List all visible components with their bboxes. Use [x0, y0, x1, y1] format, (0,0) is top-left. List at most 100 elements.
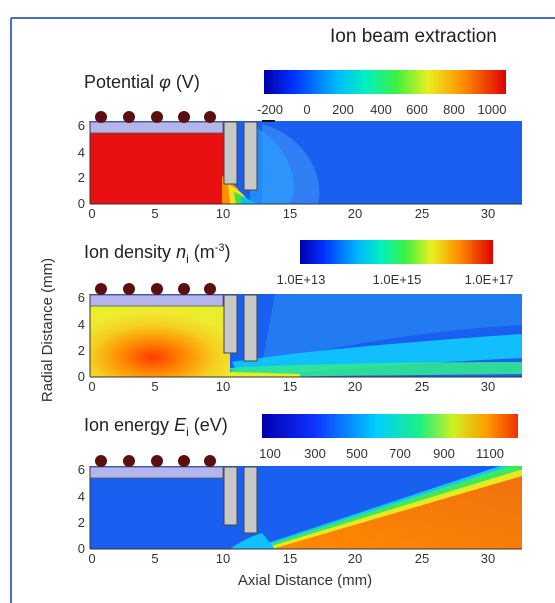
- ion-density-insulator: [89, 294, 224, 307]
- potential-electrode-2: [243, 121, 258, 191]
- x-tick: 25: [415, 551, 429, 566]
- ion-density-colorbar-ticks: 1.0E+13 1.0E+15 1.0E+17: [277, 272, 514, 287]
- colorbar-tick: 300: [304, 446, 326, 461]
- ion-energy-axes: [89, 466, 522, 550]
- x-tick: 15: [283, 551, 297, 566]
- magnet-dot: [95, 283, 107, 295]
- x-tick: 15: [283, 379, 297, 394]
- ion-density-label: Ion density ni (m-3): [84, 242, 231, 266]
- x-tick: 5: [151, 206, 158, 221]
- x-tick: 0: [88, 379, 95, 394]
- colorbar-tick: 800: [443, 102, 465, 117]
- x-tick: 10: [216, 379, 230, 394]
- ion-energy-fan-orange: [272, 476, 522, 549]
- x-tick: 15: [283, 206, 297, 221]
- x-tick: 0: [88, 206, 95, 221]
- x-tick: 30: [481, 379, 495, 394]
- x-tick: 20: [348, 206, 362, 221]
- x-tick: 30: [481, 551, 495, 566]
- figure-title: Ion beam extraction: [330, 26, 497, 47]
- ion-energy-magnets: [95, 455, 216, 467]
- potential-label: Potential φ (V): [84, 72, 200, 92]
- colorbar-tick: 1100: [476, 446, 504, 461]
- y-tick: 6: [78, 462, 85, 477]
- magnet-dot: [123, 111, 135, 123]
- colorbar-tick: 400: [370, 102, 392, 117]
- potential-magnets: [95, 111, 216, 123]
- x-tick: 10: [216, 206, 230, 221]
- ion-energy-label: Ion energy Ei (eV): [84, 415, 228, 439]
- magnet-dot: [204, 283, 216, 295]
- y-tick: 2: [78, 170, 85, 185]
- x-tick: 25: [415, 379, 429, 394]
- colorbar-tick: 1.0E+15: [373, 272, 422, 287]
- potential-axes: [89, 121, 522, 205]
- potential-colorbar: [264, 70, 506, 94]
- magnet-dot: [178, 283, 190, 295]
- potential-x-ticks: 0 5 10 15 20 25 30: [88, 206, 495, 221]
- potential-electrode-1: [223, 121, 238, 185]
- ion-energy-y-ticks: 0 2 4 6: [78, 462, 85, 556]
- magnet-dot: [178, 111, 190, 123]
- y-axis-label: Radial Distance (mm): [39, 258, 56, 402]
- colorbar-tick: 200: [332, 102, 354, 117]
- potential-plasma-region: [90, 131, 230, 204]
- magnet-dot: [204, 455, 216, 467]
- magnet-dot: [178, 455, 190, 467]
- x-tick: 5: [151, 551, 158, 566]
- x-tick: 0: [88, 551, 95, 566]
- magnet-dot: [123, 455, 135, 467]
- ion-density-axes: [89, 294, 522, 378]
- magnet-dot: [151, 455, 163, 467]
- colorbar-tick: 600: [406, 102, 428, 117]
- ion-energy-insulator: [89, 466, 224, 479]
- colorbar-tick: 500: [346, 446, 368, 461]
- magnet-dot: [123, 283, 135, 295]
- ion-energy-beam-core: [230, 533, 275, 549]
- y-tick: 6: [78, 118, 85, 133]
- ion-density-x-ticks: 0 5 10 15 20 25 30: [88, 379, 495, 394]
- potential-gradient-d: [240, 197, 258, 204]
- ion-density-electrode-1: [223, 294, 238, 354]
- x-tick: 20: [348, 551, 362, 566]
- x-tick: 20: [348, 379, 362, 394]
- ion-energy-electrode-2: [243, 466, 258, 534]
- y-tick: 0: [78, 196, 85, 211]
- ion-density-beam-yellow: [230, 372, 300, 377]
- colorbar-tick: 100: [259, 446, 281, 461]
- potential-sheath-cyan: [250, 124, 294, 204]
- ion-density-y-ticks: 0 2 4 6: [78, 290, 85, 384]
- magnet-dot: [95, 111, 107, 123]
- ion-density-colorbar: [300, 240, 493, 264]
- colorbar-tick: 1000: [478, 102, 507, 117]
- panel-ion-energy: Ion energy Ei (eV) 100 300 500 700 900 1…: [78, 414, 522, 566]
- potential-colorbar-ticks: -200 0 200 400 600 800 1000: [257, 102, 506, 117]
- ion-energy-electrode-1: [223, 466, 238, 526]
- magnet-dot: [204, 111, 216, 123]
- colorbar-tick: 0: [303, 102, 310, 117]
- y-tick: 2: [78, 515, 85, 530]
- ion-energy-colorbar: [262, 414, 518, 438]
- colorbar-tick: 1.0E+17: [465, 272, 514, 287]
- y-tick: 4: [78, 145, 85, 160]
- x-tick: 5: [151, 379, 158, 394]
- x-tick: 10: [216, 551, 230, 566]
- y-tick: 0: [78, 369, 85, 384]
- ion-density-magnets: [95, 283, 216, 295]
- x-tick: 25: [415, 206, 429, 221]
- colorbar-tick: -200: [257, 102, 283, 117]
- panel-potential: Potential φ (V) -200 0 200 400 600 800 1…: [78, 70, 522, 221]
- y-tick: 4: [78, 489, 85, 504]
- panel-ion-density: Ion density ni (m-3) 1.0E+13 1.0E+15 1.0…: [78, 240, 522, 394]
- ion-density-beam-green: [230, 362, 522, 377]
- ion-energy-colorbar-ticks: 100 300 500 700 900 1100: [259, 446, 504, 461]
- colorbar-tick: 1.0E+13: [277, 272, 326, 287]
- magnet-dot: [95, 455, 107, 467]
- ion-density-plasma-region: [90, 306, 230, 377]
- y-tick: 0: [78, 541, 85, 556]
- x-axis-label: Axial Distance (mm): [238, 572, 372, 589]
- y-tick: 2: [78, 343, 85, 358]
- magnet-dot: [151, 111, 163, 123]
- x-tick: 30: [481, 206, 495, 221]
